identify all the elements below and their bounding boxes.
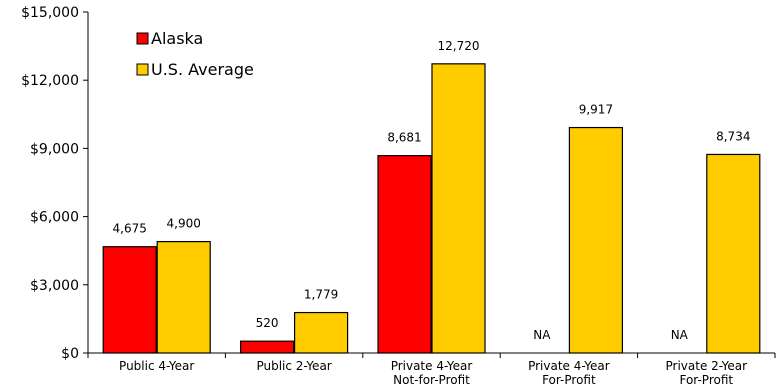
x-category-label-line: Public 2-Year	[256, 359, 331, 373]
bar-alaska-1	[240, 340, 295, 354]
x-category-label: Public 2-Year	[256, 359, 331, 373]
bar-alaska-0	[102, 246, 157, 354]
bar-u-s-average-4	[706, 153, 761, 354]
data-label: 8,734	[716, 129, 750, 143]
y-tick-label: $3,000	[30, 278, 79, 294]
x-category-label-line: For-Profit	[542, 373, 596, 387]
x-category-label-line: Private 4-Year	[391, 359, 473, 373]
bar-alaska-2	[377, 155, 432, 354]
y-tick-label: $6,000	[30, 210, 79, 226]
x-category-label-line: Public 4-Year	[119, 359, 194, 373]
y-tick-label: $0	[61, 346, 79, 362]
legend-label: Alaska	[151, 29, 203, 48]
legend-swatch	[136, 63, 149, 76]
data-label: 8,681	[387, 131, 421, 145]
x-category-label-line: Private 2-Year	[665, 359, 747, 373]
data-label: 9,917	[579, 103, 613, 117]
bar-u-s-average-0	[156, 241, 211, 354]
chart-legend: Alaska U.S. Average	[136, 29, 254, 79]
legend-swatch	[136, 32, 149, 45]
data-label: 520	[256, 316, 279, 330]
x-category-label: Private 2-Year For-Profit	[665, 359, 747, 387]
data-label: NA	[533, 328, 551, 342]
y-tick-label: $15,000	[21, 5, 79, 21]
x-category-label-line: Not-for-Profit	[393, 373, 470, 387]
x-category-label-line: Private 4-Year	[528, 359, 610, 373]
data-label: 12,720	[438, 39, 480, 53]
x-category-label: Public 4-Year	[119, 359, 194, 373]
chart-bars	[102, 63, 761, 354]
y-tick-label: $12,000	[21, 73, 79, 89]
y-tick-label: $9,000	[30, 141, 79, 157]
data-label: 1,779	[304, 288, 338, 302]
data-label: NA	[671, 328, 689, 342]
chart-axes: $0 $3,000 $6,000 $9,000 $12,000 $15,000 Public…	[21, 5, 776, 387]
legend-label: U.S. Average	[151, 60, 254, 79]
bar-u-s-average-1	[294, 311, 349, 354]
data-label: 4,900	[167, 217, 201, 231]
data-label: 4,675	[113, 222, 147, 236]
x-category-label: Private 4-Year Not-for-Profit	[391, 359, 473, 387]
x-category-label: Private 4-Year For-Profit	[528, 359, 610, 387]
bar-u-s-average-3	[568, 126, 624, 354]
x-category-label-line: For-Profit	[679, 373, 733, 387]
bar-u-s-average-2	[431, 63, 486, 354]
chart-data-labels: 4,675 520 8,681 NA NA 4,900 1,779 12,720 9,917 8,…	[113, 39, 751, 342]
